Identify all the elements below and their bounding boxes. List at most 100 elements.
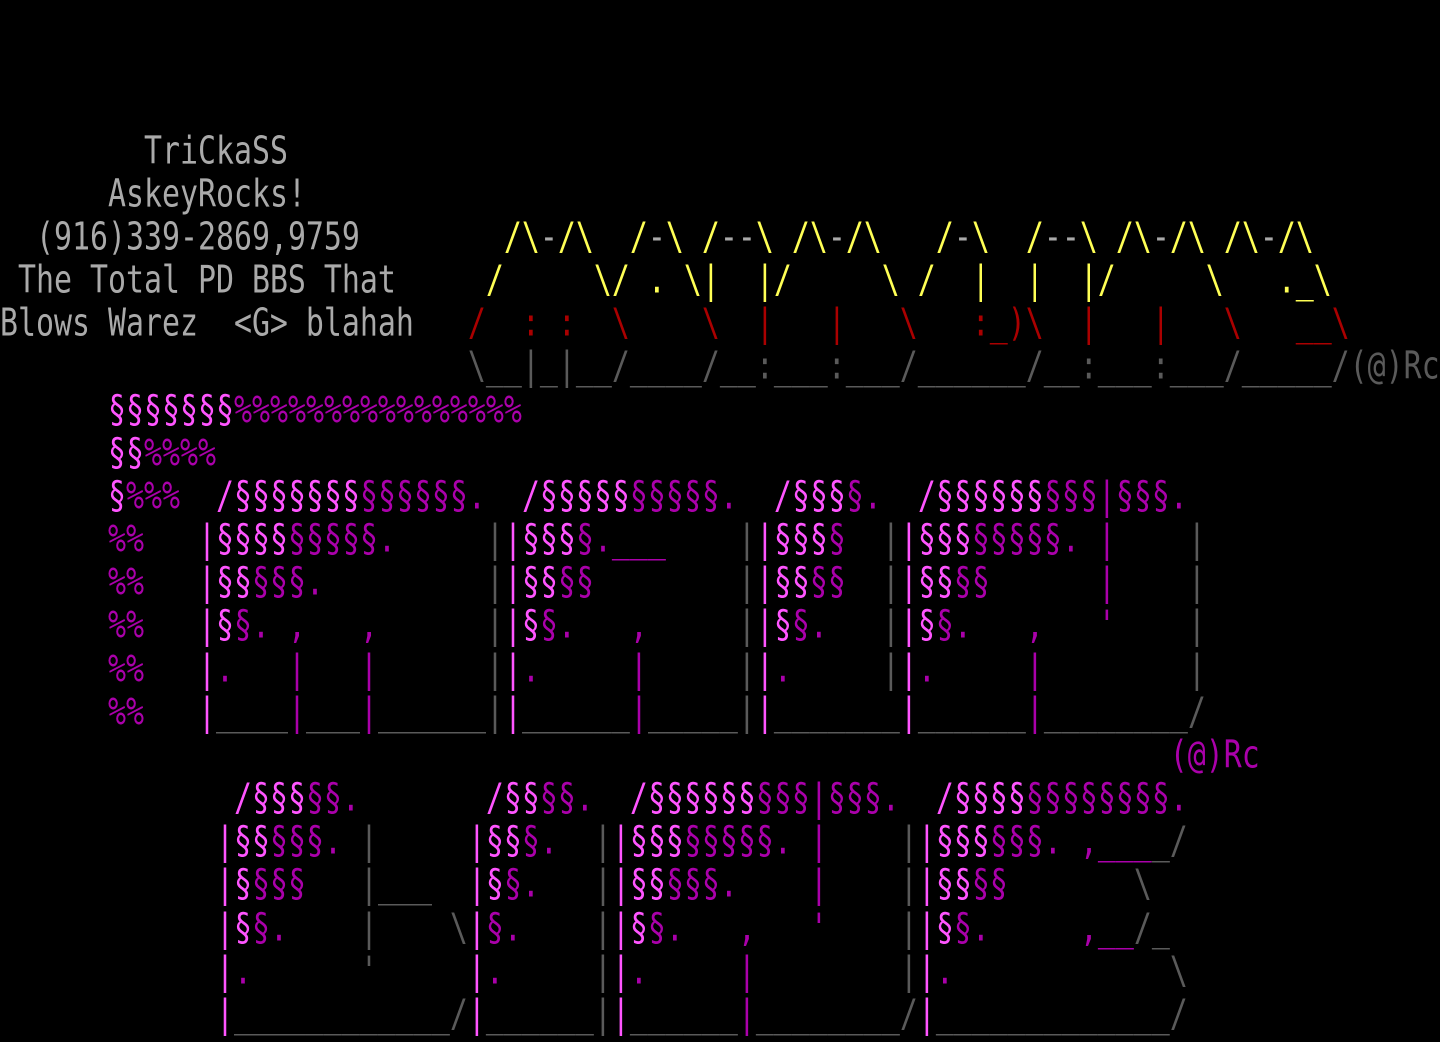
ansi-text-segment: ________/: [1043, 689, 1206, 735]
ansi-text-segment: |§: [899, 603, 936, 649]
ansi-text-segment: §. , ,: [233, 603, 378, 649]
ansi-spacing: [0, 992, 216, 1037]
ansi-text-segment: |: [881, 560, 900, 606]
ansi-text-segment: The Total PD BBS That: [18, 258, 396, 303]
ansi-text-segment: Blows Warez <G> blahah: [0, 301, 414, 347]
ansi-row: TriCkaSS: [0, 123, 288, 178]
ansi-text-segment: TriCkaSS: [143, 128, 288, 174]
ansi-text-segment: §.: [485, 905, 522, 951]
ansi-text-segment: .: [305, 560, 324, 606]
ansi-text-segment: §§: [917, 560, 954, 606]
ansi-text-segment: --: [1043, 214, 1080, 260]
ansi-row: The Total PD BBS That / \/ . \| |/ \ / |…: [0, 253, 1332, 308]
ansi-text-segment: |: [467, 991, 486, 1037]
ansi-text-segment: /\: [1169, 214, 1206, 260]
ansi-text-segment: §§§§: [215, 517, 288, 562]
ansi-row: AskeyRocks!: [0, 167, 306, 222]
ansi-text-segment: \__|_|__/____/__:___:___/______/__:___:_…: [467, 344, 1440, 390]
ansi-text-segment: §§: [971, 862, 1008, 908]
ansi-text-segment: ______|: [377, 689, 504, 735]
ansi-text-segment: -: [539, 214, 558, 260]
ansi-text-segment: |: [917, 948, 936, 994]
ansi-text-segment: |: [611, 991, 630, 1037]
ansi-row: %% |§§. , , ||§§. , ||§§. ||§§. , ' |: [0, 598, 1206, 653]
ansi-text-segment: |: [1187, 517, 1206, 562]
ansi-text-segment: §§§: [773, 517, 828, 562]
ansi-text-segment: |: [755, 646, 774, 692]
ansi-text-segment: |: [485, 646, 504, 692]
ansi-text-segment: §§§. |: [665, 862, 828, 908]
ansi-text-segment: §§: [521, 560, 558, 606]
ansi-text-segment: |: [899, 646, 918, 692]
ansi-text-segment: %%%: [125, 473, 180, 519]
ansi-text-segment: \: [1079, 214, 1098, 260]
ansi-text-segment: /\: [1115, 214, 1152, 260]
ansi-text-segment: %%: [107, 689, 144, 735]
ansi-text-segment: /§§§§: [935, 776, 1026, 821]
ansi-text-segment: \: [971, 214, 990, 260]
ansi-text-segment: \: [1133, 862, 1152, 908]
ansi-text-segment: |: [899, 819, 918, 865]
ansi-text-segment: |: [611, 948, 630, 994]
ansi-text-segment: / \/ . \| |/ \ / | | |/ \ ._\: [485, 258, 1332, 303]
ansi-text-segment: |§: [611, 905, 648, 951]
ansi-text-segment: /: [1025, 214, 1044, 260]
ansi-text-segment: |: [1025, 689, 1044, 735]
ansi-text-segment: |: [215, 948, 234, 994]
ansi-text-segment: _______: [773, 689, 900, 735]
ansi-text-segment: ____________/: [233, 991, 468, 1037]
ansi-text-segment: §.: [845, 473, 882, 519]
ansi-text-segment: ________/: [755, 991, 918, 1037]
ansi-text-segment: |§: [917, 905, 954, 951]
ansi-row: %% |§§§§§§§§§. ||§§§§.___ ||§§§§ ||§§§§§…: [0, 512, 1206, 567]
ansi-text-segment: |: [899, 862, 918, 908]
ansi-text-segment: |: [485, 517, 504, 562]
ansi-text-segment: |§§§: [611, 819, 684, 865]
ansi-text-segment: \: [665, 214, 684, 260]
ansi-text-segment: |: [737, 991, 756, 1037]
ansi-row: %% |____|___|______||______|_____||_____…: [0, 685, 1206, 740]
ansi-text-segment: §§§|§§§.: [755, 776, 900, 821]
ansi-text-segment: /: [629, 214, 648, 260]
ansi-text-segment: \: [755, 214, 774, 260]
ansi-text-segment: (@)Rc: [1169, 732, 1260, 778]
ansi-text-segment: |___: [359, 862, 432, 908]
ansi-text-segment: §§.: [305, 776, 360, 821]
ansi-text-segment: |: [881, 517, 900, 562]
ansi-text-segment: §§§§§: [287, 517, 378, 562]
ansi-text-segment: .: [485, 948, 504, 994]
ansi-text-segment: |: [467, 905, 486, 951]
ansi-text-segment: |: [755, 689, 774, 735]
ansi-text-segment: §§§§§.: [629, 473, 738, 519]
ansi-row: /§§§§§. /§§§§. /§§§§§§§§§|§§§. /§§§§§§§§…: [0, 771, 1188, 826]
ansi-text-segment: |§: [503, 603, 540, 649]
ansi-text-segment: |: [629, 689, 648, 735]
ansi-text-segment: |: [593, 905, 612, 951]
ansi-text-segment: /§§: [485, 776, 540, 821]
ansi-text-segment: ____: [215, 689, 288, 735]
ansi-text-segment: §§: [557, 560, 594, 606]
ansi-text-segment: §. ,__: [953, 905, 1134, 951]
ansi-text-segment: -: [647, 214, 666, 260]
ansi-text-segment: AskeyRocks!: [107, 171, 306, 217]
ansi-text-segment: |: [503, 560, 522, 606]
ansi-text-segment: §§§: [251, 560, 306, 606]
ansi-text-segment: §.: [791, 603, 828, 649]
ansi-text-segment: -: [827, 214, 846, 260]
ansi-text-segment: §. , ': [935, 603, 1116, 649]
ansi-text-segment: §§: [809, 560, 846, 606]
ansi-text-segment: |: [485, 603, 504, 649]
ansi-row: \__|_|__/____/__:___:___/______/__:___:_…: [0, 339, 1440, 394]
ansi-row: %% |§§§§§. ||§§§§ ||§§§§ ||§§§§ | |: [0, 555, 1206, 610]
ansi-text-segment: §. , ': [647, 905, 828, 951]
ansi-text-segment: §: [575, 517, 594, 562]
ansi-text-segment: |: [593, 862, 612, 908]
ansi-text-segment: -: [953, 214, 972, 260]
ansi-text-segment: %%%%%%%%%%%%%%%%: [233, 387, 522, 433]
ansi-text-segment: ______: [521, 689, 630, 735]
ansi-text-segment: |: [359, 689, 378, 735]
ansi-text-segment: |§§§: [917, 819, 990, 865]
ansi-text-segment: /§§§§§§§: [215, 473, 360, 519]
ansi-text-segment: %%: [107, 560, 144, 606]
ansi-text-segment: §§§: [521, 517, 576, 562]
